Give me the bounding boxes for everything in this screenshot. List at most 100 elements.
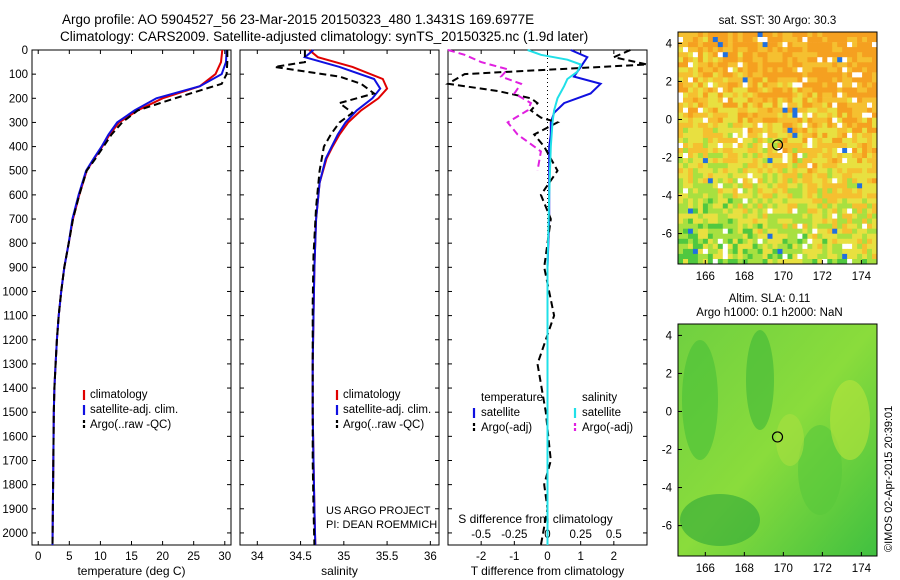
sst-cell [688,153,694,159]
sst-cell [742,143,749,149]
sst-cell [807,47,813,53]
sst-cell [732,188,739,194]
sst-cell [852,163,858,169]
sst-cell [872,168,878,174]
sst-cell [772,259,778,265]
sst-cell [707,32,714,38]
sst-cell [683,137,689,144]
sst-cell [767,203,773,209]
sst-cell [817,233,823,240]
y-tick-label: 900 [9,262,28,274]
y-tick-label: -6 [662,229,672,241]
x-tick-label: 174 [852,563,872,575]
sst-cell [847,122,853,129]
sst-cell [732,208,739,214]
sst-cell [747,243,753,250]
sst-cell [697,233,704,240]
sst-cell [727,233,734,240]
sst-cell [697,228,704,235]
sst-cell [752,253,758,260]
sst-cell [762,158,768,164]
sst-cell [782,173,788,179]
sst-cell [822,188,828,194]
sst-cell [752,233,758,240]
sst-cell [727,143,734,149]
sst-cell [872,233,878,240]
sst-cell [702,112,709,119]
sst-cell [782,148,788,154]
sst-cell [712,47,719,53]
sst-cell [688,238,694,245]
sst-cell [762,148,768,154]
sst-cell [707,203,714,209]
sst-cell [822,107,828,114]
sst-cell [702,143,709,149]
sst-cell [688,92,694,98]
sst-cell [702,117,709,124]
sst-cell [807,72,813,78]
sst-cell [787,253,793,260]
sst-cell [678,127,684,134]
sst-cell [722,243,729,250]
sst-cell [822,233,828,240]
legend-heading: salinity [582,392,617,404]
y-tick-label: -4 [662,483,673,495]
sst-cell [797,238,803,245]
sst-cell [737,238,744,245]
sst-cell [822,42,828,48]
sst-cell [832,137,838,144]
sst-cell [688,223,694,230]
sst-cell [752,37,758,43]
sst-cell [742,77,749,83]
sst-cell [832,122,838,129]
sst-cell [777,127,783,134]
sst-cell [757,32,763,38]
sst-cell [867,137,873,144]
sst-cell [802,228,808,235]
sst-cell [797,218,803,224]
x-axis-label: T difference from climatology [471,564,625,578]
sst-cell [678,243,684,250]
sst-cell [812,122,818,129]
sst-cell [847,102,853,108]
sst-cell [702,173,709,179]
sst-cell [762,259,768,265]
sst-cell [702,213,709,219]
sst-cell [867,92,873,98]
sst-cell [802,62,808,68]
sst-cell [802,117,808,124]
sst-cell [737,82,744,88]
sst-cell [757,173,763,179]
sst-cell [712,198,719,204]
sst-cell [837,253,843,260]
sst-cell [697,198,704,204]
sst-cell [822,253,828,260]
sst-cell [847,72,853,78]
sst-cell [762,208,768,214]
sst-cell [802,102,808,108]
sst-cell [688,173,694,179]
sst-cell [822,203,828,209]
sst-cell [678,218,684,224]
sst-cell [817,132,823,139]
sst-cell [827,243,833,250]
sst-cell [762,228,768,235]
sst-cell [812,143,818,149]
sst-cell [812,183,818,189]
sst-cell [792,233,798,240]
sst-cell [697,213,704,219]
sst-cell [683,238,689,245]
sst-cell [747,168,753,174]
sst-cell [807,97,813,103]
sst-cell [852,37,858,43]
sst-cell [787,87,793,93]
sst-cell [852,97,858,103]
sst-cell [772,42,778,48]
sst-cell [812,238,818,245]
sst-cell [837,223,843,230]
sst-cell [777,132,783,139]
sst-cell [678,67,684,73]
sst-cell [712,62,719,68]
sst-cell [742,208,749,214]
sst-cell [857,87,863,93]
